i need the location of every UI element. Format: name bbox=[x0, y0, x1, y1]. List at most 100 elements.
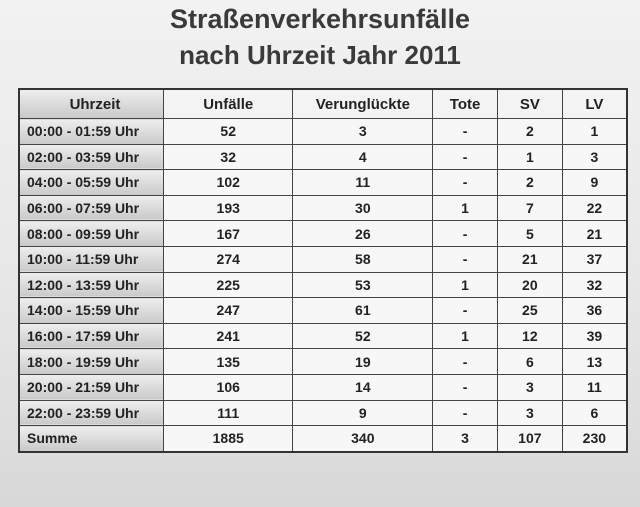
cell: - bbox=[432, 399, 498, 427]
column-header: Uhrzeit bbox=[18, 88, 164, 119]
table-row: 14:00 - 15:59 Uhr 247 61-25 36 bbox=[18, 297, 628, 324]
row-label: 14:00 - 15:59 Uhr bbox=[18, 297, 164, 324]
cell: - bbox=[432, 297, 498, 324]
cell: 30 bbox=[292, 194, 434, 222]
cell: 241 bbox=[162, 322, 294, 350]
cell: 61 bbox=[292, 297, 434, 324]
cell: 32 bbox=[162, 143, 294, 171]
cell: 53 bbox=[292, 271, 434, 299]
table-row: Summe 1885 340 3 107 230 bbox=[18, 425, 628, 453]
cell: 3 bbox=[292, 118, 434, 145]
cell: 1 bbox=[432, 322, 498, 350]
cell: 230 bbox=[561, 425, 628, 453]
cell: 26 bbox=[292, 220, 434, 247]
cell: 2 bbox=[496, 118, 563, 145]
cell: 111 bbox=[162, 399, 294, 427]
table-row: 12:00 - 13:59 Uhr 225 53 1 20 32 bbox=[18, 271, 628, 299]
cell: - bbox=[432, 118, 498, 145]
table-row: 02:00 - 03:59 Uhr 32 4-1 3 bbox=[18, 143, 628, 171]
cell: 9 bbox=[292, 399, 434, 427]
cell: 39 bbox=[561, 322, 628, 350]
cell: 58 bbox=[292, 245, 434, 273]
table: Uhrzeit Unfälle Verunglückte Tote SV LV 00:00… bbox=[18, 88, 628, 453]
cell: 6 bbox=[496, 348, 563, 375]
row-label: 02:00 - 03:59 Uhr bbox=[18, 143, 164, 171]
table-row: 16:00 - 17:59 Uhr 241 52 1 12 39 bbox=[18, 322, 628, 350]
cell: 3 bbox=[432, 425, 498, 453]
cell: 13 bbox=[561, 348, 628, 375]
row-label: 12:00 - 13:59 Uhr bbox=[18, 271, 164, 299]
cell: 340 bbox=[292, 425, 434, 453]
row-label: 10:00 - 11:59 Uhr bbox=[18, 245, 164, 273]
cell: 21 bbox=[496, 245, 563, 273]
cell: 3 bbox=[561, 143, 628, 171]
cell: - bbox=[432, 348, 498, 375]
column-header: LV bbox=[561, 88, 628, 119]
row-label: 06:00 - 07:59 Uhr bbox=[18, 194, 164, 222]
column-header: SV bbox=[496, 88, 563, 119]
cell: 36 bbox=[561, 297, 628, 324]
cell: - bbox=[432, 245, 498, 273]
table-row: 04:00 - 05:59 Uhr 102 11-2 9 bbox=[18, 169, 628, 196]
cell: 1885 bbox=[162, 425, 294, 453]
cell: 14 bbox=[292, 373, 434, 401]
table-body: 00:00 - 01:59 Uhr 52 3-2 1 02:00 - 03:59 Uhr… bbox=[18, 118, 628, 453]
cell: 20 bbox=[496, 271, 563, 299]
cell: 25 bbox=[496, 297, 563, 324]
cell: 247 bbox=[162, 297, 294, 324]
column-header: Tote bbox=[432, 88, 498, 119]
header-row: Uhrzeit Unfälle Verunglückte Tote SV LV bbox=[18, 88, 628, 119]
cell: 274 bbox=[162, 245, 294, 273]
cell: - bbox=[432, 373, 498, 401]
table-row: 00:00 - 01:59 Uhr 52 3-2 1 bbox=[18, 118, 628, 145]
cell: 19 bbox=[292, 348, 434, 375]
cell: - bbox=[432, 169, 498, 196]
cell: 1 bbox=[496, 143, 563, 171]
cell: 11 bbox=[561, 373, 628, 401]
row-label: 18:00 - 19:59 Uhr bbox=[18, 348, 164, 375]
table-row: 08:00 - 09:59 Uhr 167 26-5 21 bbox=[18, 220, 628, 247]
cell: 52 bbox=[162, 118, 294, 145]
cell: 193 bbox=[162, 194, 294, 222]
cell: 1 bbox=[561, 118, 628, 145]
row-label: 16:00 - 17:59 Uhr bbox=[18, 322, 164, 350]
column-header: Unfälle bbox=[162, 88, 294, 119]
row-label: 00:00 - 01:59 Uhr bbox=[18, 118, 164, 145]
cell: 52 bbox=[292, 322, 434, 350]
cell: 11 bbox=[292, 169, 434, 196]
cell: 106 bbox=[162, 373, 294, 401]
cell: 37 bbox=[561, 245, 628, 273]
title: Straßenverkehrsunfälle bbox=[169, 4, 471, 34]
row-label: Summe bbox=[18, 425, 164, 453]
cell: 6 bbox=[561, 399, 628, 427]
cell: 107 bbox=[496, 425, 563, 453]
cell: - bbox=[432, 220, 498, 247]
row-label: 22:00 - 23:59 Uhr bbox=[18, 399, 164, 427]
cell: - bbox=[432, 143, 498, 171]
row-label: 20:00 - 21:59 Uhr bbox=[18, 373, 164, 401]
table-row: 06:00 - 07:59 Uhr 193 30 1 7 22 bbox=[18, 194, 628, 222]
cell: 3 bbox=[496, 399, 563, 427]
cell: 2 bbox=[496, 169, 563, 196]
table-row: 22:00 - 23:59 Uhr 111 9-3 6 bbox=[18, 399, 628, 427]
table-row: 10:00 - 11:59 Uhr 274 58-21 37 bbox=[18, 245, 628, 273]
cell: 167 bbox=[162, 220, 294, 247]
cell: 7 bbox=[496, 194, 563, 222]
cell: 1 bbox=[432, 194, 498, 222]
cell: 32 bbox=[561, 271, 628, 299]
subtitle: nach Uhrzeit Jahr 2011 bbox=[179, 40, 461, 70]
cell: 135 bbox=[162, 348, 294, 375]
cell: 4 bbox=[292, 143, 434, 171]
cell: 21 bbox=[561, 220, 628, 247]
row-label: 08:00 - 09:59 Uhr bbox=[18, 220, 164, 247]
cell: 102 bbox=[162, 169, 294, 196]
cell: 9 bbox=[561, 169, 628, 196]
cell: 22 bbox=[561, 194, 628, 222]
cell: 12 bbox=[496, 322, 563, 350]
table-row: 20:00 - 21:59 Uhr 106 14-3 11 bbox=[18, 373, 628, 401]
cell: 5 bbox=[496, 220, 563, 247]
column-header: Verunglückte bbox=[292, 88, 434, 119]
cell: 3 bbox=[496, 373, 563, 401]
table-row: 18:00 - 19:59 Uhr 135 19-6 13 bbox=[18, 348, 628, 375]
